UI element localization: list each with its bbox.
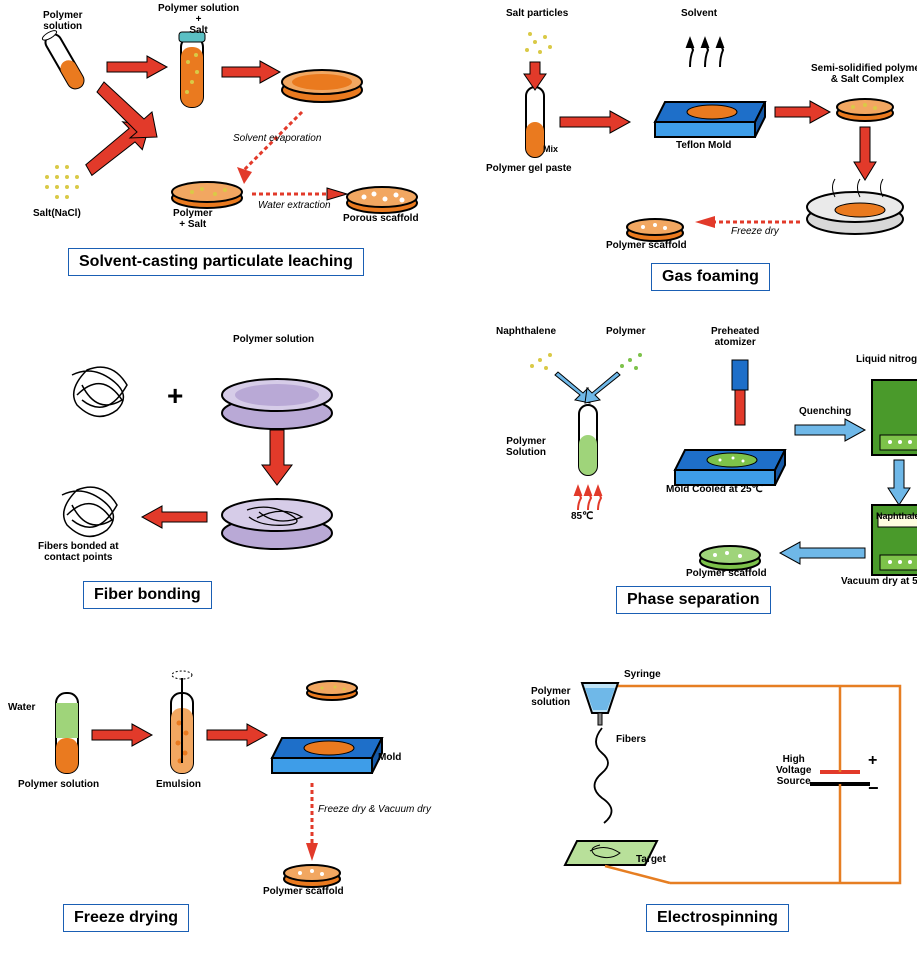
lbl: HighVoltageSource	[776, 754, 811, 787]
lbl: Solvent	[681, 8, 717, 19]
lbl: Polymer scaffold	[686, 568, 767, 579]
lbl: Freeze dry & Vacuum dry	[318, 804, 431, 815]
lbl: Solvent evaporation	[233, 133, 321, 144]
lbl: Polymer scaffold	[606, 240, 687, 251]
lbl: Emulsion	[156, 779, 201, 790]
lbl: Naphthalene	[496, 326, 556, 337]
panel-electrospinning: Syringe Polymersolution Fibers Target Hi…	[476, 644, 917, 952]
lbl: Salt(NaCl)	[33, 208, 81, 219]
lbl: Polymer solution+Salt	[158, 3, 239, 36]
lbl: Water extraction	[258, 200, 331, 211]
title: Electrospinning	[646, 904, 789, 932]
lbl: 85℃	[571, 511, 593, 522]
lbl: Polymer gel paste	[486, 163, 572, 174]
lbl: Mold	[378, 752, 401, 763]
lbl: PolymerSolution	[506, 436, 546, 458]
diagram-freeze-drying	[12, 648, 462, 908]
lbl: Polymersolution	[43, 10, 82, 32]
title: Freeze drying	[63, 904, 189, 932]
lbl: −	[868, 779, 879, 799]
lbl: Quenching	[799, 406, 851, 417]
panel-gas-foaming: Salt particles Solvent Mix Polymer gel p…	[476, 8, 917, 316]
lbl: Fibers	[616, 734, 646, 745]
panel-solvent-casting: Polymersolution Polymer solution+Salt Sa…	[8, 8, 466, 316]
lbl: Polymer solution	[18, 779, 99, 790]
lbl: Mold Cooled at 25℃	[666, 484, 763, 495]
title: Fiber bonding	[83, 581, 212, 609]
lbl: Vacuum dry at 50℃	[841, 576, 917, 587]
lbl: Polymer+ Salt	[173, 208, 212, 230]
lbl: Water	[8, 702, 35, 713]
lbl: Preheatedatomizer	[711, 326, 759, 348]
panel-phase-separation: Naphthalene Polymer Preheatedatomizer Li…	[476, 326, 917, 634]
lbl: Naphthalene	[876, 512, 917, 522]
lbl: Target	[636, 854, 666, 865]
lbl: Mix	[543, 145, 558, 155]
title: Gas foaming	[651, 263, 770, 291]
lbl: Semi-solidified polymer& Salt Complex	[811, 63, 917, 85]
title: Solvent-casting particulate leaching	[68, 248, 364, 276]
title: Phase separation	[616, 586, 771, 614]
lbl: Polymer scaffold	[263, 886, 344, 897]
panel-freeze-drying: Water Polymer solution Emulsion Mold Fre…	[8, 644, 466, 952]
lbl: Porous scaffold	[343, 213, 419, 224]
lbl: Teflon Mold	[676, 140, 731, 151]
diagram-phase-separation	[480, 330, 917, 600]
lbl: Polymer	[606, 326, 645, 337]
lbl: Polymersolution	[531, 686, 570, 708]
lbl: Salt particles	[506, 8, 568, 19]
lbl: Syringe	[624, 669, 661, 680]
svg-text:+: +	[167, 380, 183, 411]
lbl: +	[868, 752, 877, 770]
panel-fiber-bonding: + Polymer solution Fibers bonded atconta…	[8, 326, 466, 634]
lbl: Freeze dry	[731, 226, 779, 237]
lbl: Polymer solution	[233, 334, 314, 345]
lbl: Liquid nitrogen	[856, 354, 917, 365]
lbl: Fibers bonded atcontact points	[38, 541, 119, 563]
